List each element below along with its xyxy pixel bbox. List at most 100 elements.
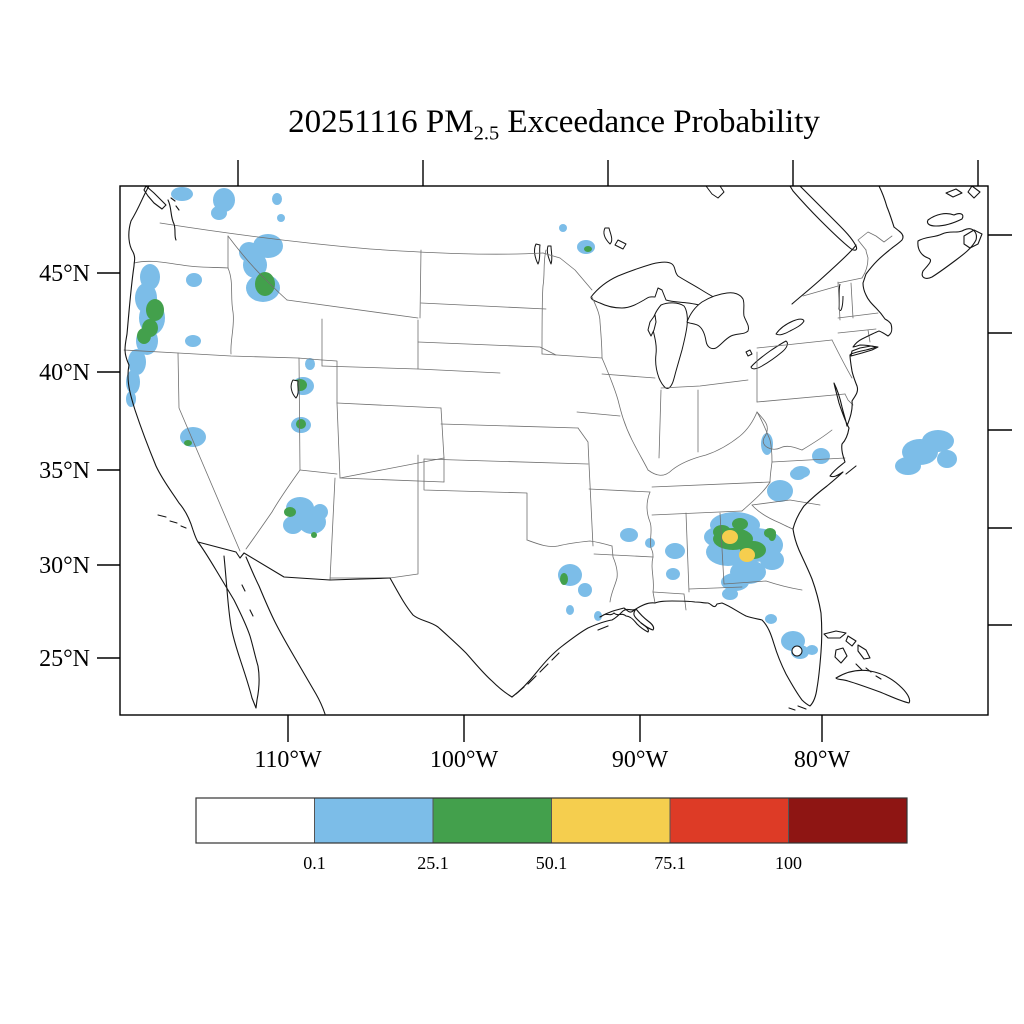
green-probability-blob bbox=[311, 532, 317, 538]
blue-probability-blob bbox=[277, 214, 285, 222]
colorbar-segment bbox=[551, 797, 671, 844]
florida-keys bbox=[788, 705, 807, 711]
bahamas-andros bbox=[834, 647, 848, 664]
blue-probability-blob bbox=[665, 543, 685, 559]
blue-probability-blob bbox=[253, 234, 283, 258]
colorbar-label: 25.1 bbox=[417, 853, 449, 873]
blue-probability-blob bbox=[566, 605, 574, 615]
yellow-probability-blob bbox=[722, 530, 738, 544]
bahamas-eleuthera bbox=[857, 644, 871, 660]
lake-erie bbox=[750, 340, 788, 370]
st-lawrence bbox=[791, 244, 857, 305]
nova-scotia bbox=[917, 228, 977, 279]
blue-probability-blob bbox=[767, 480, 793, 502]
newfoundland-fragment bbox=[967, 186, 981, 199]
blue-probability-blob bbox=[765, 614, 777, 624]
colorbar-label: 100 bbox=[775, 853, 802, 873]
lake-nipigon-edge bbox=[705, 186, 725, 199]
yellow-probability-blob bbox=[739, 548, 755, 562]
chesapeake-bay bbox=[833, 354, 859, 429]
blue-probability-blob bbox=[922, 430, 954, 452]
blue-probability-blob bbox=[594, 611, 602, 621]
lakes-layer bbox=[290, 186, 844, 657]
rio-grande bbox=[389, 577, 513, 698]
outer-banks bbox=[845, 465, 857, 475]
blue-probability-blob bbox=[128, 349, 146, 375]
mississippi-delta bbox=[635, 608, 655, 631]
bahamas-exuma bbox=[855, 663, 882, 680]
manitoba-lake-1 bbox=[534, 243, 541, 265]
blue-probability-blob bbox=[578, 583, 592, 597]
blue-probability-blob bbox=[806, 645, 818, 655]
blue-probability-blob bbox=[792, 466, 810, 478]
x-axis-tick-label: 110°W bbox=[254, 747, 322, 773]
rainy-lake bbox=[614, 239, 627, 250]
colorbar-label: 50.1 bbox=[536, 853, 568, 873]
blue-probability-blob bbox=[213, 188, 235, 212]
green-bay bbox=[647, 314, 657, 337]
green-probability-blob bbox=[584, 246, 592, 252]
axis-ticks: 110°W 100°W 90°W 80°W 45°N 40°N 35°N 30°N 25°N bbox=[39, 160, 1012, 773]
texas-barrier-islands bbox=[515, 625, 609, 695]
chart-title-suffix: Exceedance Probability bbox=[499, 104, 820, 140]
gulf-atlantic-coast bbox=[511, 427, 850, 707]
gulf-california-islands bbox=[241, 584, 254, 617]
vancouver-island bbox=[143, 186, 167, 210]
blue-probability-blob bbox=[283, 516, 303, 534]
chart-title-subscript: 2.5 bbox=[473, 122, 500, 145]
pacific-coast bbox=[124, 186, 199, 543]
y-axis-tick-label: 45°N bbox=[39, 261, 90, 287]
anticosti-island bbox=[945, 188, 963, 198]
y-axis-tick-label: 25°N bbox=[39, 646, 90, 672]
colorbar-segment bbox=[669, 797, 789, 844]
blue-probability-blob bbox=[211, 206, 227, 220]
cuba bbox=[835, 669, 911, 704]
green-probability-blob bbox=[732, 518, 748, 530]
chart-title: 20251116 PM2.5 Exceedance Probability bbox=[120, 104, 988, 146]
y-axis-tick-label: 35°N bbox=[39, 458, 90, 484]
probability-blobs bbox=[126, 187, 957, 659]
blue-probability-blob bbox=[620, 528, 638, 542]
blue-probability-blob bbox=[645, 538, 655, 548]
bahamas-grand-bahama bbox=[823, 630, 847, 639]
lake-st-clair bbox=[745, 349, 753, 357]
green-probability-blob bbox=[137, 328, 151, 344]
baja-california bbox=[197, 541, 260, 709]
lake-michigan bbox=[652, 302, 688, 389]
lake-champlain bbox=[838, 283, 844, 311]
long-island bbox=[850, 345, 879, 357]
cape-breton bbox=[963, 229, 983, 249]
green-probability-blob bbox=[184, 440, 192, 446]
green-probability-blob bbox=[296, 419, 306, 429]
blue-probability-blob bbox=[559, 224, 567, 232]
blue-probability-blob bbox=[760, 550, 784, 570]
colorbar-segment bbox=[314, 797, 434, 844]
green-probability-blob bbox=[560, 573, 568, 585]
blue-probability-blob bbox=[666, 568, 680, 580]
blue-probability-blob bbox=[272, 193, 282, 205]
mexico-border bbox=[197, 541, 391, 581]
prince-edward-island bbox=[926, 213, 964, 227]
x-axis-tick-label: 100°W bbox=[430, 747, 499, 773]
blue-probability-blob bbox=[186, 273, 202, 287]
blue-probability-blob bbox=[239, 242, 259, 262]
gaspe-peninsula bbox=[789, 186, 858, 251]
lake-of-the-woods bbox=[603, 227, 613, 245]
lake-okeechobee bbox=[791, 645, 803, 657]
blue-probability-blob bbox=[126, 391, 136, 407]
colorbar-segment bbox=[195, 797, 315, 844]
colorbar-border bbox=[195, 797, 908, 844]
puget-sound bbox=[167, 197, 180, 241]
channel-islands bbox=[157, 514, 187, 529]
coastline-layer bbox=[124, 186, 983, 715]
great-salt-lake bbox=[290, 379, 299, 399]
blue-probability-blob bbox=[312, 504, 328, 520]
new-brunswick-coast bbox=[878, 186, 895, 228]
chart-title-prefix: 20251116 PM bbox=[288, 104, 474, 140]
lake-huron bbox=[686, 292, 749, 350]
blue-probability-blob bbox=[722, 588, 738, 600]
blue-probability-blob bbox=[937, 450, 957, 468]
x-axis-tick-label: 80°W bbox=[794, 747, 851, 773]
